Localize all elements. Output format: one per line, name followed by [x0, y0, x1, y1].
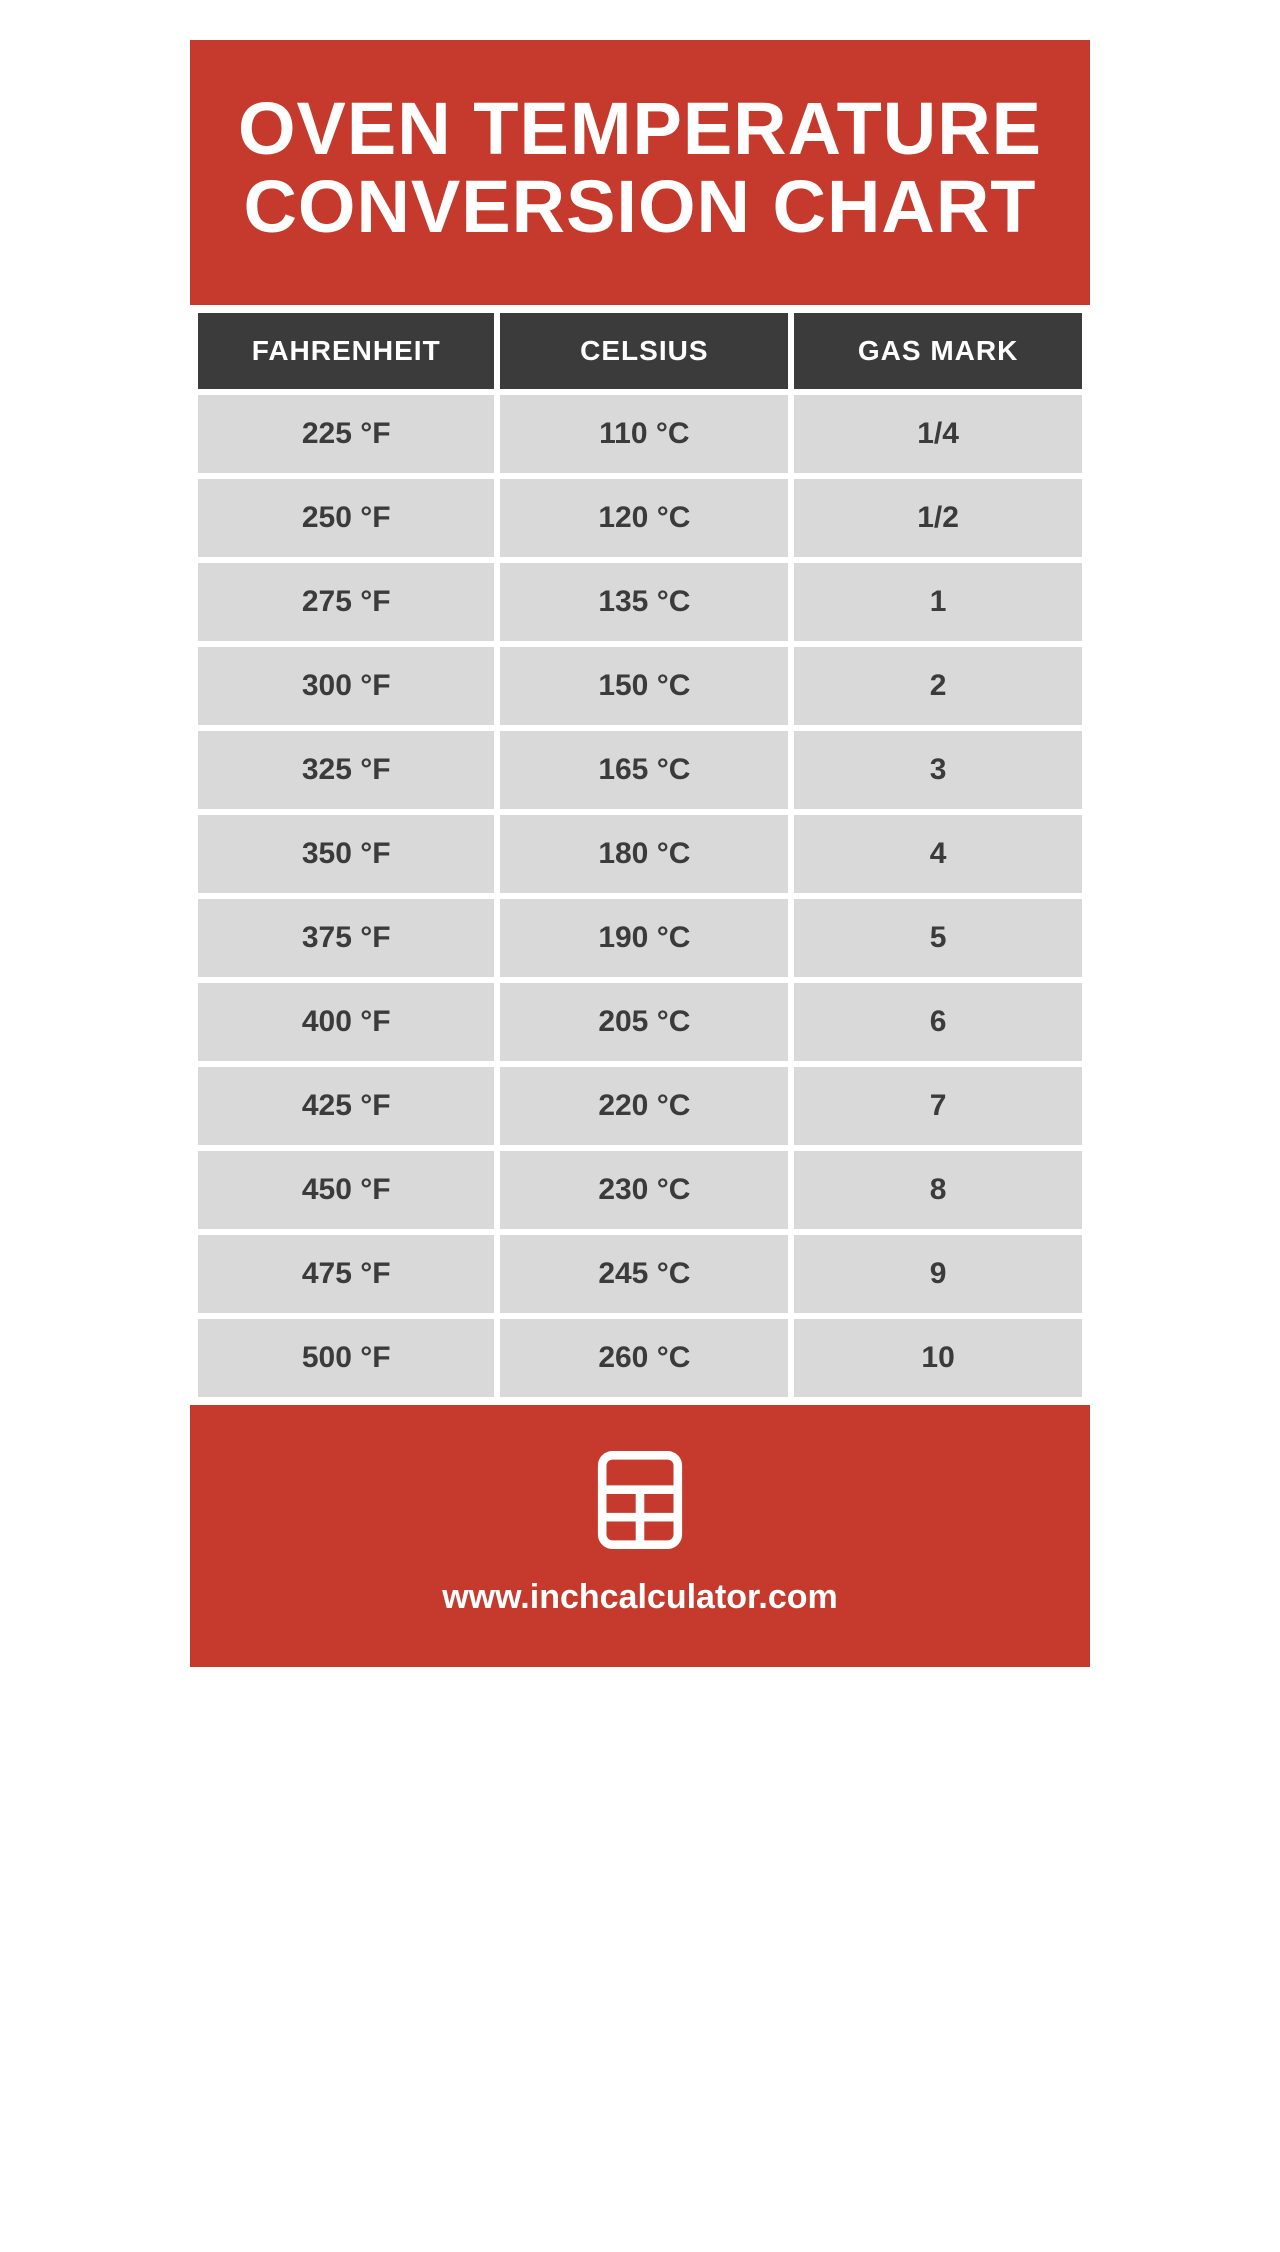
table-row: 400 °F205 °C6	[198, 983, 1082, 1061]
table-row: 450 °F230 °C8	[198, 1151, 1082, 1229]
table-cell: 110 °C	[500, 395, 788, 473]
table-head: FAHRENHEITCELSIUSGAS MARK	[198, 313, 1082, 389]
table-cell: 245 °C	[500, 1235, 788, 1313]
table-cell: 275 °F	[198, 563, 494, 641]
table-row: 500 °F260 °C10	[198, 1319, 1082, 1397]
calculator-icon	[585, 1445, 695, 1560]
conversion-chart-card: OVEN TEMPERATURE CONVERSION CHART FAHREN…	[190, 40, 1090, 1667]
table-cell: 3	[794, 731, 1082, 809]
table-cell: 230 °C	[500, 1151, 788, 1229]
table-cell: 425 °F	[198, 1067, 494, 1145]
footer: www.inchcalculator.com	[190, 1405, 1090, 1667]
table-row: 275 °F135 °C1	[198, 563, 1082, 641]
table-body: 225 °F110 °C1/4250 °F120 °C1/2275 °F135 …	[198, 395, 1082, 1397]
table-cell: 150 °C	[500, 647, 788, 725]
table-cell: 4	[794, 815, 1082, 893]
title-line-2: CONVERSION CHART	[243, 165, 1036, 248]
title-line-1: OVEN TEMPERATURE	[238, 87, 1042, 170]
table-cell: 375 °F	[198, 899, 494, 977]
table-cell: 7	[794, 1067, 1082, 1145]
footer-url: www.inchcalculator.com	[210, 1578, 1070, 1617]
page-title: OVEN TEMPERATURE CONVERSION CHART	[220, 90, 1060, 245]
table-row: 375 °F190 °C5	[198, 899, 1082, 977]
table-cell: 205 °C	[500, 983, 788, 1061]
table-cell: 475 °F	[198, 1235, 494, 1313]
table-cell: 180 °C	[500, 815, 788, 893]
table-row: 350 °F180 °C4	[198, 815, 1082, 893]
table-cell: 120 °C	[500, 479, 788, 557]
table-header-row: FAHRENHEITCELSIUSGAS MARK	[198, 313, 1082, 389]
table-cell: 250 °F	[198, 479, 494, 557]
table-cell: 260 °C	[500, 1319, 788, 1397]
table-cell: 300 °F	[198, 647, 494, 725]
col-header: FAHRENHEIT	[198, 313, 494, 389]
table-row: 250 °F120 °C1/2	[198, 479, 1082, 557]
table-cell: 9	[794, 1235, 1082, 1313]
table-cell: 225 °F	[198, 395, 494, 473]
table-cell: 1/4	[794, 395, 1082, 473]
title-block: OVEN TEMPERATURE CONVERSION CHART	[190, 40, 1090, 305]
table-cell: 1	[794, 563, 1082, 641]
table-cell: 220 °C	[500, 1067, 788, 1145]
table-cell: 325 °F	[198, 731, 494, 809]
table-cell: 8	[794, 1151, 1082, 1229]
table-cell: 165 °C	[500, 731, 788, 809]
table-cell: 5	[794, 899, 1082, 977]
table-cell: 135 °C	[500, 563, 788, 641]
table-row: 325 °F165 °C3	[198, 731, 1082, 809]
table-row: 300 °F150 °C2	[198, 647, 1082, 725]
table-cell: 450 °F	[198, 1151, 494, 1229]
conversion-table: FAHRENHEITCELSIUSGAS MARK 225 °F110 °C1/…	[190, 305, 1090, 1405]
table-cell: 10	[794, 1319, 1082, 1397]
col-header: GAS MARK	[794, 313, 1082, 389]
table-cell: 6	[794, 983, 1082, 1061]
table-row: 425 °F220 °C7	[198, 1067, 1082, 1145]
table-row: 475 °F245 °C9	[198, 1235, 1082, 1313]
col-header: CELSIUS	[500, 313, 788, 389]
table-cell: 500 °F	[198, 1319, 494, 1397]
table-cell: 1/2	[794, 479, 1082, 557]
table-cell: 400 °F	[198, 983, 494, 1061]
table-cell: 350 °F	[198, 815, 494, 893]
table-cell: 2	[794, 647, 1082, 725]
table-row: 225 °F110 °C1/4	[198, 395, 1082, 473]
table-cell: 190 °C	[500, 899, 788, 977]
